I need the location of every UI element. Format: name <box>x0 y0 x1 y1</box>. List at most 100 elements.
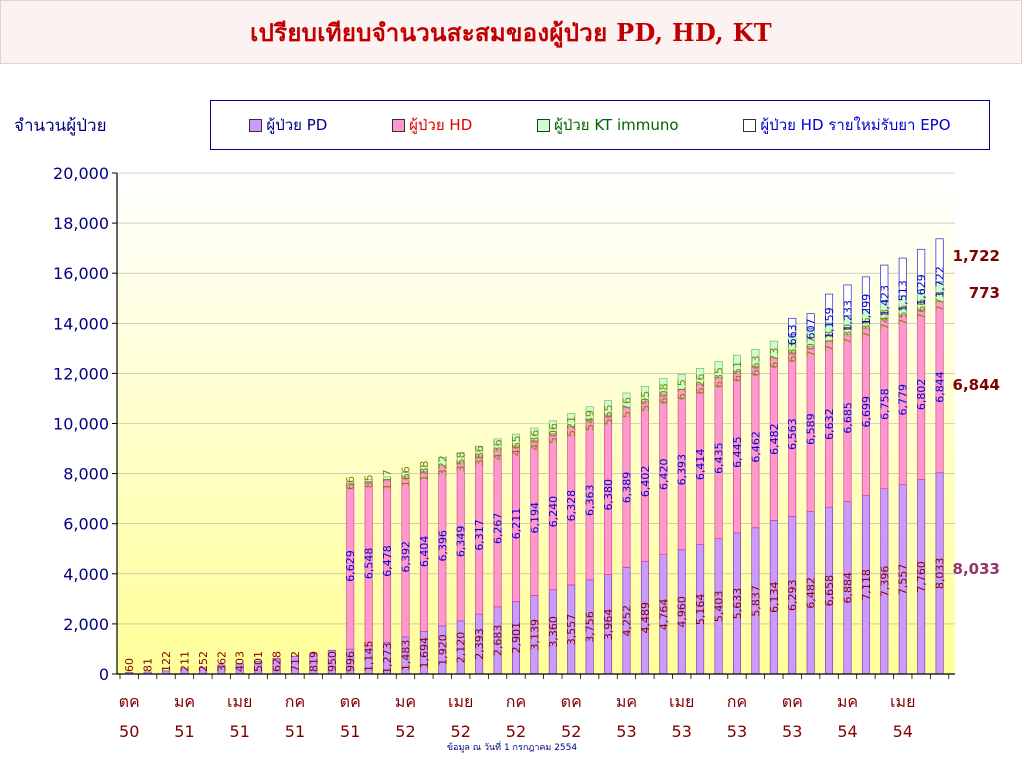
value-label: 252 <box>197 651 210 672</box>
bar-segment <box>935 238 944 283</box>
value-label: 730 <box>841 324 854 345</box>
value-label: 1,145 <box>363 641 376 673</box>
x-tick-label-month: ตค <box>782 692 803 711</box>
value-label: 85 <box>363 474 376 488</box>
data-labels: 60 81 122 211 252 362 403 501 628 712 819 950 996 6,6… <box>123 247 1000 674</box>
legend-swatch-epo <box>743 118 757 132</box>
legend-label-hd: ผู้ป่วย HD <box>409 116 473 134</box>
value-label: 6,420 <box>657 459 670 491</box>
value-label: 5,633 <box>731 588 744 620</box>
value-label: 211 <box>178 651 191 672</box>
value-label: 188 <box>418 461 431 482</box>
value-label: 6,482 <box>805 577 818 609</box>
x-tick-label-year: 52 <box>451 722 471 741</box>
value-label: 3,360 <box>547 616 560 648</box>
value-label: 565 <box>602 404 615 425</box>
value-label: 501 <box>252 651 265 672</box>
y-tick-label: 2,000 <box>63 615 109 634</box>
final-value-callout: 773 <box>969 284 1000 302</box>
value-label: 6,658 <box>823 575 836 607</box>
value-label: 6,240 <box>547 496 560 528</box>
y-tick-label: 6,000 <box>63 515 109 534</box>
value-label: 6,404 <box>418 536 431 568</box>
x-tick-label-year: 51 <box>174 722 194 741</box>
legend-item-hd: ผู้ป่วย HD <box>392 113 472 137</box>
value-label: 1,483 <box>399 640 412 672</box>
final-value-callout: 8,033 <box>953 560 1000 578</box>
value-label: 6,317 <box>473 519 486 551</box>
value-label: 1,722 <box>934 266 947 298</box>
value-label: 3,557 <box>565 614 578 646</box>
x-tick-label-month: เมย <box>448 692 473 711</box>
bars <box>125 238 944 675</box>
bar-segment <box>493 438 502 451</box>
x-tick-label-month: กค <box>506 692 526 711</box>
x-tick-label-year: 53 <box>782 722 802 741</box>
value-label: 4,960 <box>676 596 689 628</box>
legend-item-epo: ผู้ป่วย HD รายใหม่รับยา EPO <box>743 113 951 137</box>
bar-segment <box>788 317 797 336</box>
y-tick-label: 14,000 <box>53 314 109 333</box>
x-tick-label-year: 53 <box>727 722 747 741</box>
bar-segment <box>548 420 557 434</box>
value-label: 1,273 <box>381 642 394 674</box>
value-label: 6,478 <box>381 545 394 577</box>
value-label: 6,402 <box>639 466 652 498</box>
x-tick-label-month: เมย <box>890 692 915 711</box>
value-label: 6,267 <box>492 513 505 545</box>
value-label: 608 <box>657 383 670 404</box>
x-tick-label-year: 50 <box>119 722 139 741</box>
value-label: 60 <box>123 658 136 672</box>
value-label: 595 <box>639 391 652 412</box>
value-label: 122 <box>160 651 173 672</box>
value-label: 506 <box>547 423 560 444</box>
x-tick-label-month: ตค <box>340 692 361 711</box>
value-label: 2,393 <box>473 628 486 660</box>
x-tick-label-year: 52 <box>506 722 526 741</box>
value-label: 748 <box>878 309 891 330</box>
value-label: 663 <box>749 355 762 376</box>
value-label: 362 <box>215 651 228 672</box>
bar-segment <box>456 452 465 463</box>
bar-segment <box>401 472 410 478</box>
bar-segment <box>659 378 668 395</box>
value-label: 626 <box>694 373 707 394</box>
bar-segment <box>604 400 613 416</box>
value-label: 6,779 <box>897 384 910 416</box>
x-tick-label-year: 53 <box>616 722 636 741</box>
x-tick-label-month: เมย <box>227 692 252 711</box>
value-label: 8,033 <box>934 558 947 590</box>
value-label: 6,414 <box>694 449 707 481</box>
value-label: 6,563 <box>786 418 799 450</box>
x-tick-label-month: มค <box>616 692 637 711</box>
value-label: 996 <box>344 651 357 672</box>
axes: 0 2,000 4,000 6,000 8,000 10,000 12,000 14,000 1… <box>53 164 955 741</box>
value-label: 1,159 <box>823 307 836 339</box>
chart-title: เปรียบเทียบจำนวนสะสมของผู้ป่วย PD, HD, K… <box>250 17 772 47</box>
bar-segment <box>383 476 392 481</box>
value-label: 6,211 <box>510 508 523 540</box>
value-label: 6,134 <box>768 581 781 613</box>
y-tick-label: 18,000 <box>53 214 109 233</box>
value-label: 1,233 <box>841 300 854 332</box>
value-label: 1,694 <box>418 637 431 669</box>
x-tick-label-year: 51 <box>285 722 305 741</box>
value-label: 6,392 <box>399 541 412 573</box>
value-label: 6,482 <box>768 423 781 455</box>
value-label: 486 <box>528 430 541 451</box>
bar-segment <box>769 340 778 359</box>
legend-item-pd: ผู้ป่วย PD <box>249 113 327 137</box>
value-label: 819 <box>307 651 320 672</box>
value-label: 607 <box>805 318 818 339</box>
value-label: 576 <box>620 397 633 418</box>
value-label: 403 <box>234 651 247 672</box>
value-label: 386 <box>473 445 486 466</box>
x-tick-label-month: กค <box>727 692 747 711</box>
footnote: ข้อมูล ณ วันที่ 1 กรกฎาคม 2554 <box>446 743 578 753</box>
bar-segment <box>714 361 723 378</box>
value-label: 6,548 <box>363 548 376 580</box>
legend-label-epo: ผู้ป่วย HD รายใหม่รับยา EPO <box>760 116 951 134</box>
value-label: 663 <box>786 324 799 345</box>
bar-segment <box>825 293 834 324</box>
legend-swatch-pd <box>249 118 263 132</box>
